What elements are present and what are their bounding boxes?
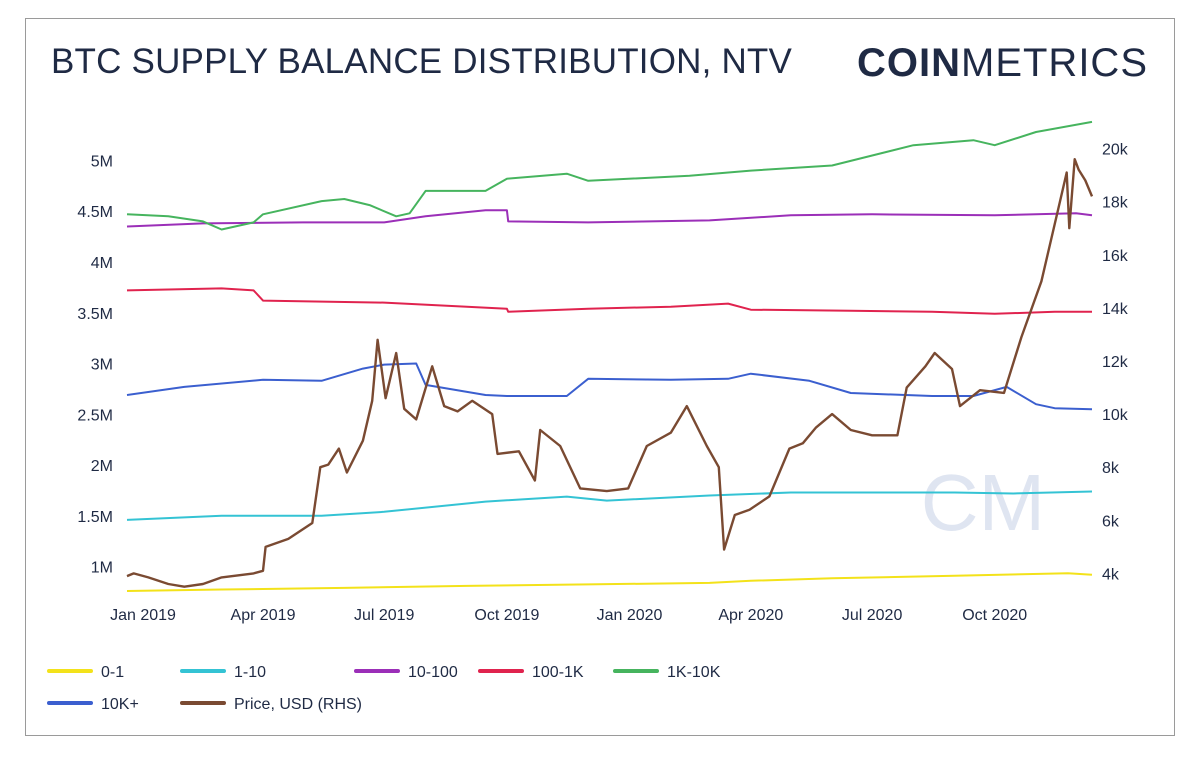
right-tick-label: 18k [1102,195,1129,212]
series-layer [126,120,1094,592]
chart-frame [25,18,1175,736]
left-axis: 1M 1.5M 2M 2.5M 3M 3.5M 4M 4.5M 5M [77,154,113,577]
right-tick-label: 10k [1102,407,1129,424]
x-tick-label: Jan 2020 [597,607,663,624]
brand-part-1: COIN [857,41,961,85]
right-tick-label: 14k [1102,301,1129,318]
left-tick-label: 1M [91,560,113,577]
legend-label: 1K-10K [667,664,721,681]
brand-part-2: METRICS [961,41,1148,85]
x-tick-label: Oct 2020 [962,607,1027,624]
left-tick-label: 1.5M [77,509,113,526]
left-tick-label: 5M [91,154,113,171]
left-tick-label: 4M [91,255,113,272]
x-axis: Jan 2019 Apr 2019 Jul 2019 Oct 2019 Jan 2020… [110,607,1027,624]
left-tick-label: 2M [91,458,113,475]
series-line-price-usd-rhs [126,158,1094,588]
series-line-10k [126,362,1093,411]
x-tick-label: Apr 2019 [231,607,296,624]
x-tick-label: Jan 2019 [110,607,176,624]
left-tick-label: 3.5M [77,306,113,323]
legend-label: Price, USD (RHS) [234,696,362,713]
left-tick-label: 2.5M [77,407,113,424]
legend-label: 10-100 [408,664,458,681]
right-tick-label: 8k [1102,460,1120,477]
watermark: CM [921,458,1045,547]
legend: 0-1 1-10 10-100 100-1K 1K-10K 10K+ Price, USD … [47,664,721,713]
series-line-1-10 [126,490,1093,521]
left-tick-label: 3M [91,357,113,374]
series-line-1k-10k [126,120,1093,231]
right-tick-label: 12k [1102,354,1129,371]
x-tick-label: Oct 2019 [474,607,539,624]
legend-label: 100-1K [532,664,584,681]
right-tick-label: 4k [1102,566,1120,583]
right-tick-label: 6k [1102,513,1120,530]
x-tick-label: Jul 2019 [354,607,415,624]
left-tick-label: 4.5M [77,204,113,221]
legend-label: 0-1 [101,664,124,681]
right-axis: 4k 6k 8k 10k 12k 14k 16k 18k 20k [1102,142,1129,584]
brand-logo: COINMETRICS [857,41,1148,86]
right-tick-label: 20k [1102,142,1129,159]
series-line-100-1k [126,287,1092,315]
legend-label: 10K+ [101,696,139,713]
series-line-10-100 [126,209,1093,228]
legend-label: 1-10 [234,664,266,681]
x-tick-label: Apr 2020 [718,607,783,624]
series-line-0-1 [126,572,1093,592]
right-tick-label: 16k [1102,248,1129,265]
x-tick-label: Jul 2020 [842,607,903,624]
chart-title: BTC SUPPLY BALANCE DISTRIBUTION, NTV [51,42,793,81]
